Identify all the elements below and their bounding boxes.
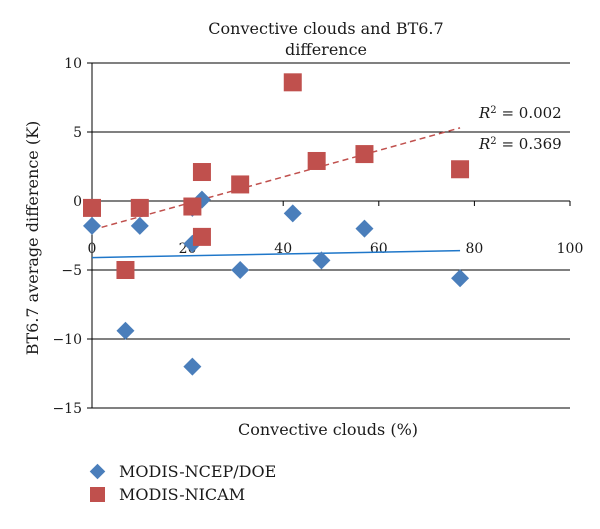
- nicam-point-marker: [192, 163, 211, 182]
- trendlines: [91, 127, 461, 259]
- legend-label-ncep: MODIS-NCEP/DOE: [119, 462, 276, 481]
- grid-lines: [92, 62, 570, 409]
- ncep-point-marker: [283, 204, 302, 223]
- nicam-point-marker: [307, 151, 326, 170]
- nicam-point-marker: [355, 145, 374, 164]
- axes: [87, 62, 571, 409]
- nicam-point-marker: [83, 198, 101, 217]
- legend-marker-nicam: [90, 487, 105, 502]
- ncep-point-marker: [116, 321, 135, 340]
- ncep-point-marker: [130, 216, 149, 235]
- nicam-point-marker: [231, 175, 250, 194]
- nicam-point-marker: [283, 73, 302, 92]
- legend-marker-ncep: [89, 463, 106, 480]
- r2-label: R: [478, 104, 490, 122]
- y-axis-label: BT6.7 average difference (K): [23, 121, 42, 356]
- y-tick-label: 10: [64, 56, 82, 72]
- y-tick-label: −10: [52, 332, 82, 348]
- r2-label: R: [478, 135, 490, 153]
- r2-annotation-ncep: R2 = 0.369: [478, 135, 562, 153]
- x-tick-label: 40: [274, 241, 292, 257]
- chart-title-line-2: difference: [285, 40, 367, 59]
- r2-value: = 0.369: [497, 135, 562, 153]
- r2-superscript: 2: [490, 105, 496, 116]
- y-tick-label: −15: [52, 401, 82, 417]
- y-tick-label: 0: [73, 194, 82, 210]
- x-tick-label: 0: [88, 241, 97, 257]
- ncep-point-marker: [83, 216, 101, 235]
- nicam-point-marker: [116, 261, 135, 279]
- x-tick-labels: 0 20 40 60 80 100: [88, 241, 584, 257]
- ncep-point-marker: [183, 357, 202, 376]
- nicam-point-marker: [183, 197, 202, 216]
- x-tick-label: 80: [465, 241, 483, 257]
- trendline-nicam: [91, 127, 461, 231]
- trendline-ncep: [91, 249, 461, 259]
- nicam-point-marker: [451, 160, 470, 179]
- nicam-point-marker: [130, 198, 149, 217]
- chart-title-line-1: Convective clouds and BT6.7: [208, 19, 443, 38]
- ncep-point-marker: [451, 269, 470, 288]
- ncep-point-marker: [312, 251, 331, 270]
- y-tick-label: 5: [73, 125, 82, 141]
- y-tick-labels: 10 5 0 −5 −10 −15: [52, 56, 82, 417]
- legend: MODIS-NCEP/DOE MODIS-NICAM: [89, 462, 276, 504]
- r2-superscript: 2: [490, 136, 496, 147]
- legend-label-nicam: MODIS-NICAM: [119, 485, 245, 504]
- ncep-point-marker: [355, 219, 374, 238]
- r2-annotation-nicam: R2 = 0.002: [478, 104, 562, 122]
- data-points: [83, 73, 470, 376]
- x-axis-label: Convective clouds (%): [238, 420, 418, 439]
- x-tick-label: 60: [370, 241, 388, 257]
- nicam-point-marker: [192, 227, 211, 246]
- x-tick-label: 100: [557, 241, 584, 257]
- r2-value: = 0.002: [497, 104, 562, 122]
- ncep-point-marker: [231, 261, 250, 279]
- y-tick-label: −5: [61, 263, 82, 279]
